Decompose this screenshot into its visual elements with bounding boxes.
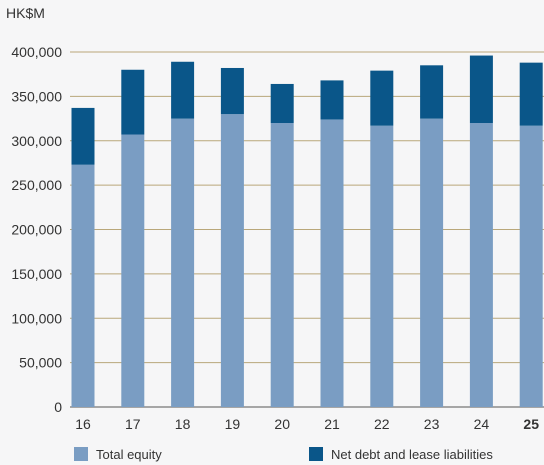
x-tick-label: 17 <box>125 416 141 432</box>
bar-total-equity <box>469 123 493 407</box>
gridlines <box>70 51 544 408</box>
x-tick-label: 21 <box>324 416 340 432</box>
x-tick-label: 22 <box>374 416 390 432</box>
bar-total-equity <box>121 134 145 407</box>
bar-net-debt <box>220 67 244 115</box>
legend: Total equity Net debt and lease liabiliti… <box>74 447 493 462</box>
legend-swatch <box>309 447 323 461</box>
y-axis-ticks: 0 50,000 100,000 150,000 200,000 250,000 300,0… <box>11 44 62 415</box>
bar-net-debt <box>519 62 543 126</box>
bar-net-debt <box>121 69 145 135</box>
bars <box>71 55 543 407</box>
x-tick-label: 20 <box>274 416 290 432</box>
bar-net-debt <box>420 65 444 119</box>
bar-net-debt <box>171 61 195 119</box>
legend-swatch <box>74 447 88 461</box>
y-tick-label: 400,000 <box>11 44 62 60</box>
x-tick-label: 23 <box>424 416 440 432</box>
x-tick-label: 16 <box>75 416 91 432</box>
bar-net-debt <box>469 55 493 123</box>
bar-total-equity <box>519 125 543 407</box>
x-tick-label: 25 <box>523 416 539 432</box>
bar-total-equity <box>320 119 344 407</box>
legend-label: Total equity <box>96 447 162 462</box>
y-tick-label: 250,000 <box>11 177 62 193</box>
bar-total-equity <box>370 125 394 407</box>
bar-total-equity <box>270 123 294 407</box>
bar-net-debt <box>320 80 344 120</box>
y-tick-label: 0 <box>54 399 62 415</box>
y-tick-label: 150,000 <box>11 266 62 282</box>
y-tick-label: 100,000 <box>11 310 62 326</box>
x-axis-ticks: 16 17 18 19 20 21 22 23 24 25 <box>75 416 539 432</box>
bar-total-equity <box>71 164 95 407</box>
legend-label: Net debt and lease liabilities <box>331 447 493 462</box>
bar-total-equity <box>220 114 244 407</box>
bar-total-equity <box>171 118 195 407</box>
y-tick-label: 350,000 <box>11 88 62 104</box>
y-tick-label: 300,000 <box>11 133 62 149</box>
y-tick-label: 200,000 <box>11 222 62 238</box>
x-tick-label: 18 <box>175 416 191 432</box>
x-tick-label: 19 <box>225 416 241 432</box>
x-tick-label: 24 <box>474 416 490 432</box>
bar-total-equity <box>420 118 444 407</box>
y-tick-label: 50,000 <box>19 355 62 371</box>
y-axis-unit-label: HK$M <box>6 5 45 21</box>
bar-net-debt <box>370 70 394 126</box>
bar-net-debt <box>270 83 294 123</box>
bar-net-debt <box>71 107 95 165</box>
